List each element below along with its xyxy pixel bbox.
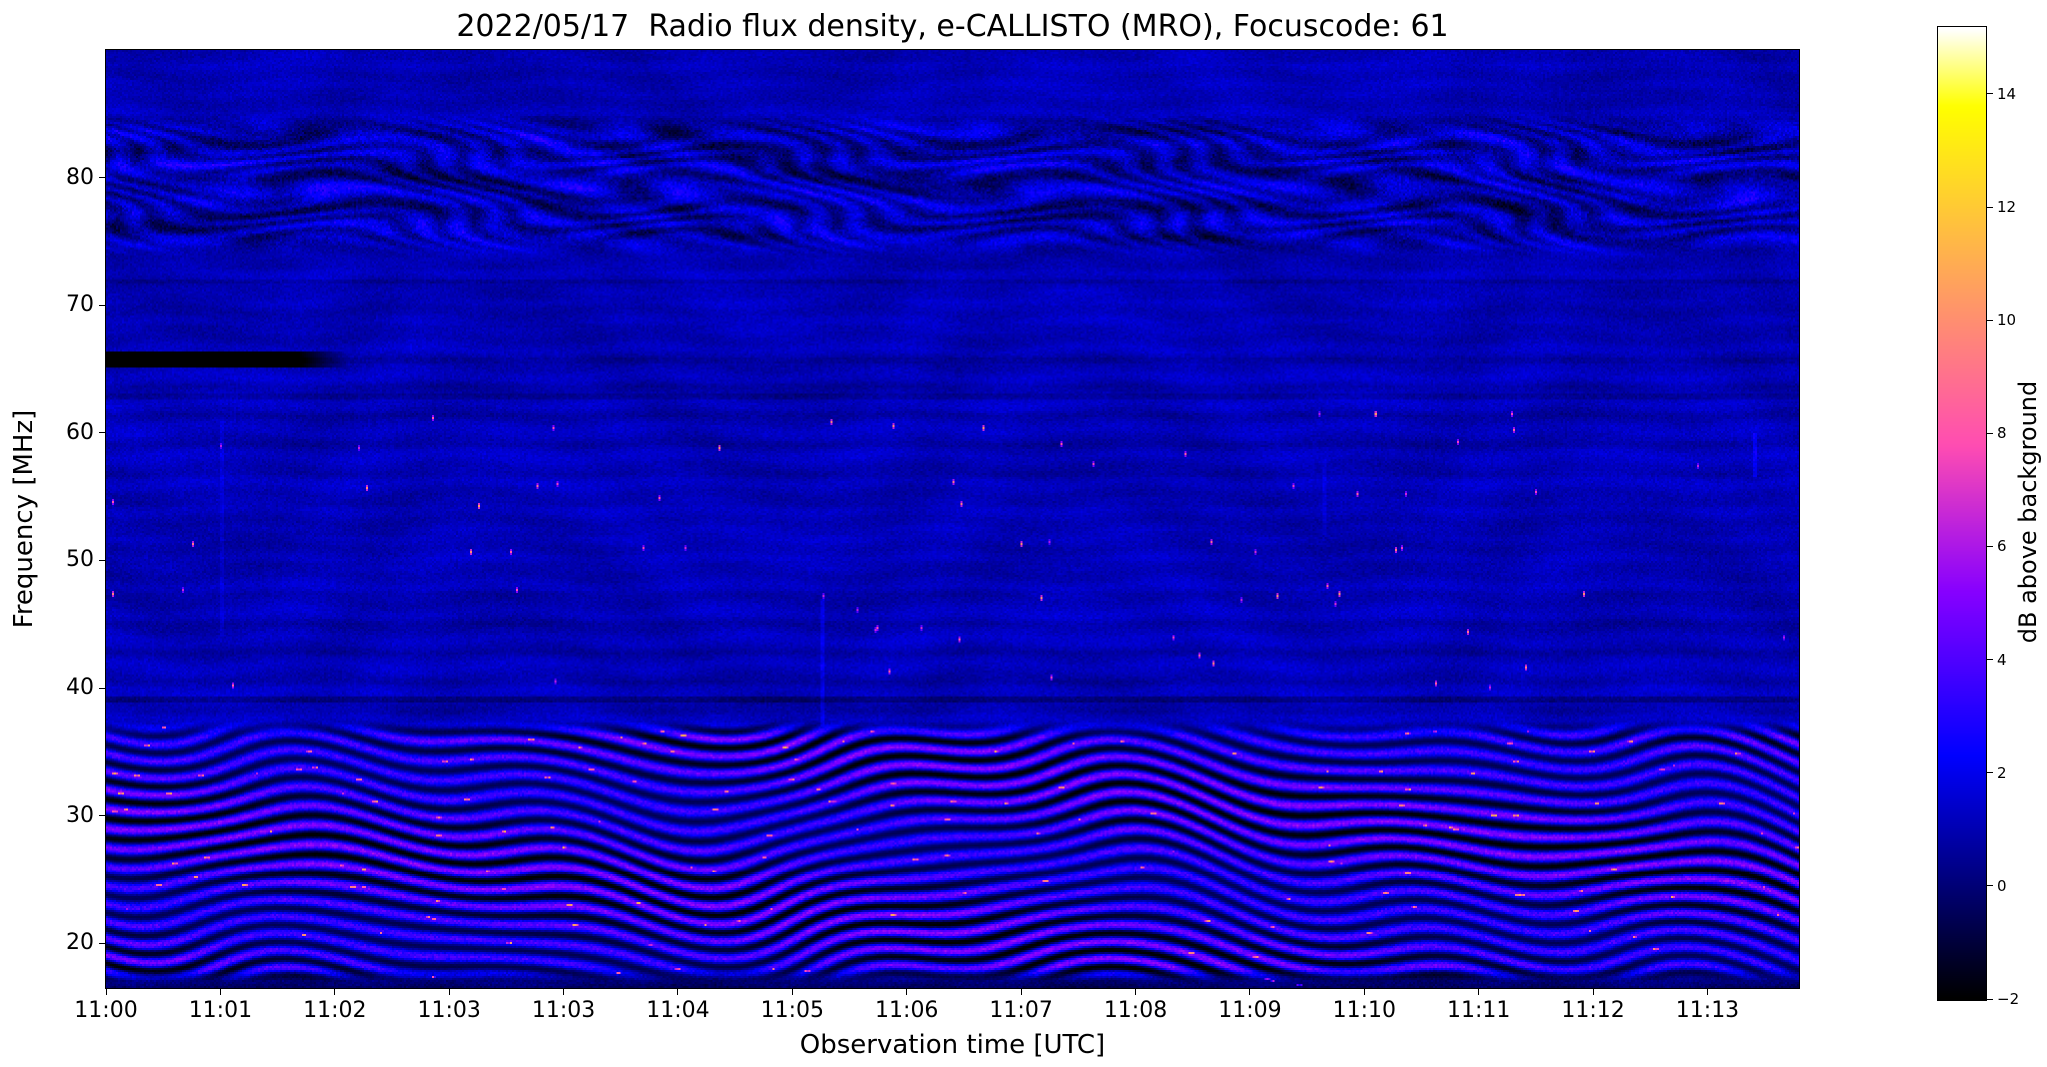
tick-mark bbox=[1592, 988, 1594, 995]
y-tick-label: 40 bbox=[66, 675, 94, 701]
x-tick-label: 11:05 bbox=[760, 998, 825, 1023]
tick-mark bbox=[563, 988, 565, 995]
x-tick-label: 11:10 bbox=[1332, 998, 1396, 1023]
tick-mark bbox=[1987, 998, 1993, 1000]
colorbar-tick-label: 4 bbox=[1997, 650, 2007, 669]
y-tick-label: 80 bbox=[66, 164, 94, 190]
colorbar-tick-label: −2 bbox=[1997, 990, 2020, 1008]
x-tick-label: 11:11 bbox=[1446, 998, 1511, 1023]
tick-mark bbox=[99, 432, 106, 434]
tick-mark bbox=[1363, 988, 1365, 995]
x-tick-label: 11:00 bbox=[74, 998, 138, 1023]
tick-mark bbox=[1478, 988, 1480, 995]
tick-mark bbox=[1987, 659, 1993, 661]
colorbar-tick-label: 8 bbox=[1997, 424, 2007, 443]
tick-mark bbox=[1987, 772, 1993, 774]
tick-mark bbox=[448, 988, 450, 995]
spectrogram-canvas bbox=[105, 49, 1800, 989]
y-tick-label: 70 bbox=[66, 292, 94, 318]
x-tick-label: 11:06 bbox=[875, 998, 939, 1023]
colorbar-tick-label: 14 bbox=[1997, 84, 2017, 103]
tick-mark bbox=[1987, 432, 1993, 434]
tick-mark bbox=[1987, 206, 1993, 208]
tick-mark bbox=[791, 988, 793, 995]
chart-title: 2022/05/17 Radio flux density, e-CALLIST… bbox=[456, 9, 1449, 44]
colorbar-canvas bbox=[1937, 26, 1987, 1001]
tick-mark bbox=[99, 687, 106, 689]
colorbar-tick-label: 12 bbox=[1997, 198, 2017, 217]
colorbar-tick-label: 2 bbox=[1997, 763, 2007, 782]
tick-mark bbox=[99, 815, 106, 817]
y-tick-label: 60 bbox=[66, 419, 94, 445]
tick-mark bbox=[1249, 988, 1251, 995]
x-axis-label: Observation time [UTC] bbox=[799, 1030, 1106, 1060]
colorbar-tick-label: 6 bbox=[1997, 537, 2007, 556]
x-tick-label: 11:12 bbox=[1561, 998, 1625, 1023]
colorbar-label: dB above background bbox=[2014, 380, 2042, 644]
x-tick-label: 11:02 bbox=[303, 998, 367, 1023]
tick-mark bbox=[99, 559, 106, 561]
x-tick-label: 11:04 bbox=[646, 998, 710, 1023]
y-axis-label: Frequency [MHz] bbox=[9, 409, 39, 629]
tick-mark bbox=[99, 177, 106, 179]
y-tick-label: 50 bbox=[66, 547, 94, 573]
tick-mark bbox=[1135, 988, 1137, 995]
tick-mark bbox=[1987, 545, 1993, 547]
tick-mark bbox=[105, 988, 107, 995]
tick-mark bbox=[99, 304, 106, 306]
tick-mark bbox=[1987, 93, 1993, 95]
x-tick-label: 11:01 bbox=[188, 998, 253, 1023]
x-tick-label: 11:13 bbox=[1675, 998, 1740, 1023]
tick-mark bbox=[334, 988, 336, 995]
tick-mark bbox=[906, 988, 908, 995]
tick-mark bbox=[1987, 319, 1993, 321]
colorbar-tick-label: 0 bbox=[1997, 876, 2007, 895]
x-tick-label: 11:09 bbox=[1218, 998, 1282, 1023]
tick-mark bbox=[219, 988, 221, 995]
tick-mark bbox=[99, 942, 106, 944]
y-tick-label: 30 bbox=[66, 802, 94, 828]
tick-mark bbox=[1987, 885, 1993, 887]
tick-mark bbox=[1020, 988, 1022, 995]
x-tick-label: 11:07 bbox=[989, 998, 1053, 1023]
y-tick-label: 20 bbox=[66, 930, 94, 956]
x-tick-label: 11:03 bbox=[417, 998, 481, 1023]
x-tick-label: 11:08 bbox=[1103, 998, 1168, 1023]
colorbar-tick-label: 10 bbox=[1997, 311, 2017, 330]
tick-mark bbox=[677, 988, 679, 995]
x-tick-label: 11:03 bbox=[531, 998, 596, 1023]
tick-mark bbox=[1706, 988, 1708, 995]
